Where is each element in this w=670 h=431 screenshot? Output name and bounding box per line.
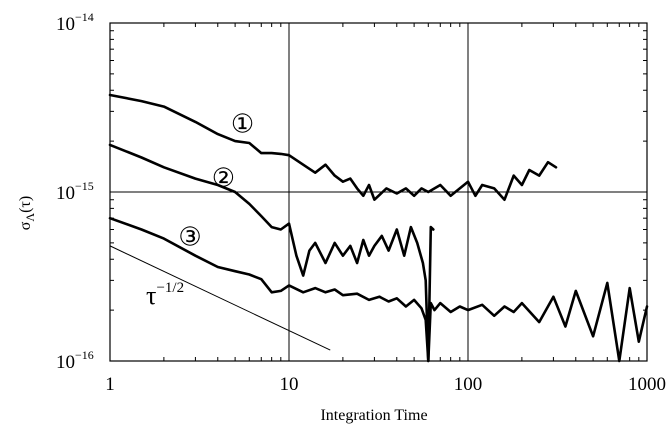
series-line-3	[108, 216, 649, 363]
x-tick-label: 100	[454, 374, 483, 395]
series-marker-2: ②	[212, 163, 235, 192]
x-tick-label: 1	[105, 374, 115, 395]
y-tick-label-base: 10	[56, 14, 75, 35]
reference-slope-label-base: τ	[146, 281, 156, 310]
y-tick-label-base: 10	[56, 183, 75, 204]
y-tick-label: 10−16	[56, 348, 94, 373]
y-tick-label-exp: −16	[75, 348, 94, 362]
x-axis-title: Integration Time	[320, 407, 427, 424]
grid-layer	[110, 23, 647, 361]
reference-slope-label-exp: −1/2	[156, 280, 184, 296]
x-tick-label: 10	[280, 374, 299, 395]
y-tick-label: 10−14	[56, 10, 94, 35]
series-line-1	[108, 93, 558, 201]
y-tick-label-exp: −14	[75, 10, 94, 24]
series-marker-1: ①	[231, 109, 254, 138]
series-line-2	[108, 143, 435, 363]
y-axis-title-arg: (τ)	[17, 196, 34, 213]
y-axis-title-sub: Λ	[23, 213, 37, 222]
reference-slope-label: τ−1/2	[146, 280, 184, 310]
y-tick-label-base: 10	[56, 352, 75, 373]
series-marker-layer: ① ② ③	[178, 109, 254, 251]
series-marker-3: ③	[178, 223, 201, 252]
y-tick-label-exp: −15	[75, 179, 94, 193]
reference-slope-line	[109, 245, 331, 351]
x-tick-label: 1000	[628, 374, 666, 395]
series-layer	[108, 93, 649, 363]
y-tick-label: 10−15	[56, 179, 94, 204]
reference-line-layer: τ−1/2	[109, 245, 331, 351]
y-axis-title-main: σ	[17, 221, 34, 230]
y-axis-title: σΛ(τ)	[17, 196, 37, 230]
